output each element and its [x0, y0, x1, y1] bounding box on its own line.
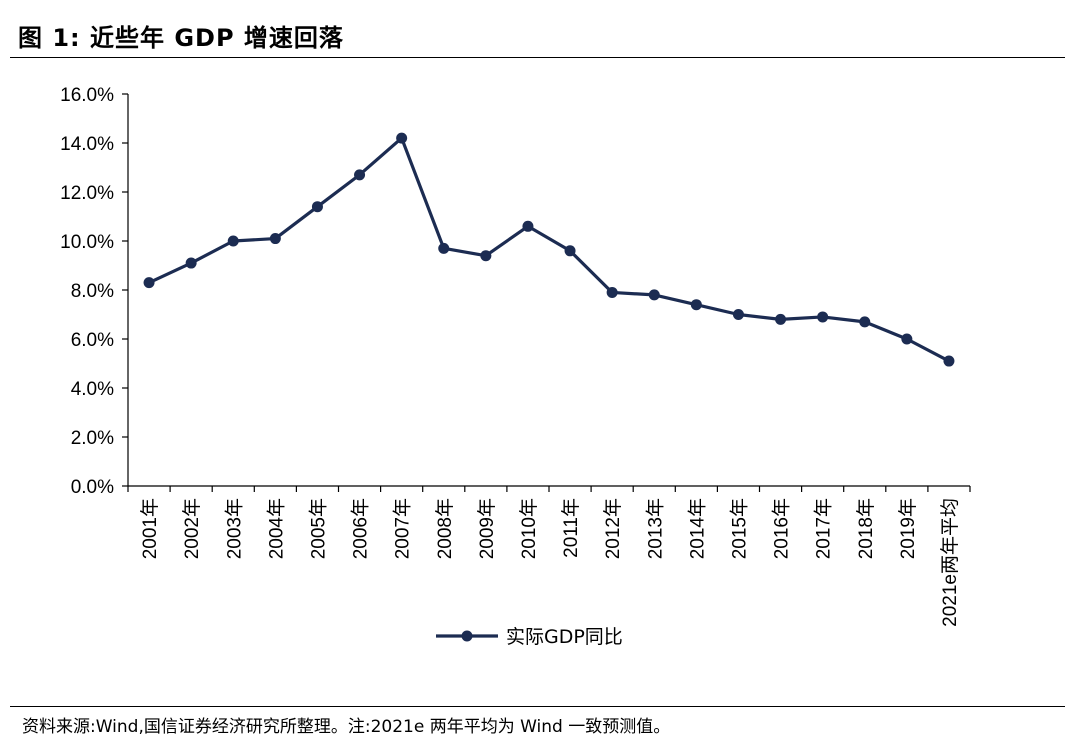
x-tick-label: 2018年 [855, 498, 877, 559]
x-axis: 2001年 2002年 2003年 2004年 2005年 2006年 2007年 2008年… [127, 485, 971, 627]
x-tick-label: 2010年 [518, 498, 540, 559]
x-tick-label: 2009年 [476, 498, 498, 559]
y-tick-label: 8.0% [71, 281, 114, 302]
data-point [690, 299, 702, 311]
data-point [859, 316, 871, 328]
data-point [817, 311, 829, 323]
data-point [438, 242, 450, 254]
x-tick-label: 2007年 [392, 498, 414, 559]
data-point [143, 277, 155, 289]
x-tick-label: 2001年 [139, 498, 161, 559]
figure-title: 图 1: 近些年 GDP 增速回落 [18, 24, 344, 52]
data-point [354, 169, 366, 181]
y-tick-label: 0.0% [71, 477, 114, 498]
y-tick-label: 12.0% [60, 183, 114, 204]
data-point [522, 220, 534, 232]
x-tick-label: 2004年 [265, 498, 287, 559]
x-tick-label: 2015年 [728, 498, 750, 559]
y-tick-label: 16.0% [60, 85, 114, 106]
data-point [732, 309, 744, 320]
title-divider [10, 57, 1065, 58]
x-tick-label: 2021e两年平均 [939, 498, 961, 627]
x-tick-label: 2003年 [223, 498, 245, 559]
data-point [606, 286, 618, 298]
footer-divider [10, 706, 1065, 707]
data-point [648, 289, 660, 301]
y-tick-label: 2.0% [71, 428, 114, 449]
x-tick-label: 2014年 [686, 498, 708, 559]
x-tick-label: 2012年 [602, 498, 624, 559]
x-tick-label: 2013年 [644, 498, 666, 559]
x-tick-label: 2019年 [897, 498, 919, 559]
y-tick-label: 6.0% [71, 330, 114, 351]
legend-point-marker [461, 630, 473, 642]
series-layer [143, 132, 955, 367]
source-note: 资料来源:Wind,国信证券经济研究所整理。注:2021e 两年平均为 Wind… [22, 717, 671, 737]
data-point [227, 235, 239, 247]
x-tick-label: 2002年 [181, 498, 203, 559]
data-point [396, 132, 408, 144]
x-tick-label: 2005年 [307, 498, 329, 559]
legend-label: 实际GDP同比 [506, 626, 623, 648]
data-point [943, 355, 955, 367]
y-tick-label: 10.0% [60, 232, 114, 253]
x-tick-label: 2017年 [813, 498, 835, 559]
x-tick-label: 2011年 [560, 498, 582, 558]
legend[interactable]: 实际GDP同比 [436, 626, 623, 648]
data-point [269, 233, 281, 245]
data-point [901, 333, 913, 345]
data-point [311, 201, 323, 213]
line-chart: 0.0% 2.0% 4.0% 6.0% 8.0% 10.0% 12.0% 14.0% 16.0%… [60, 85, 971, 648]
y-axis: 0.0% 2.0% 4.0% 6.0% 8.0% 10.0% 12.0% 14.0% 16.0% [60, 85, 129, 498]
x-tick-label: 2008年 [434, 498, 456, 559]
data-point [480, 250, 492, 262]
x-tick-label: 2006年 [350, 498, 372, 559]
series-line [148, 136, 950, 363]
data-point [564, 245, 576, 257]
data-point [185, 257, 197, 269]
x-tick-label: 2016年 [771, 498, 793, 559]
data-point [775, 313, 787, 325]
y-tick-label: 14.0% [60, 134, 114, 155]
y-tick-label: 4.0% [71, 379, 114, 400]
